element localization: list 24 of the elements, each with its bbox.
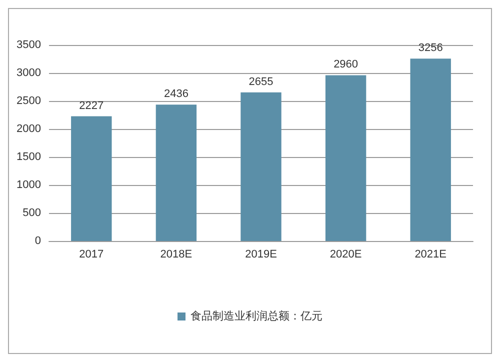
y-tick-label: 1000 xyxy=(16,179,41,191)
bar xyxy=(71,116,112,241)
data-label: 2436 xyxy=(164,88,188,100)
x-tick-label: 2020E xyxy=(330,248,362,260)
data-label: 2655 xyxy=(248,76,274,88)
x-tick-label: 2021E xyxy=(414,248,447,260)
y-tick-label: 0 xyxy=(34,235,41,247)
x-tick-label: 2019E xyxy=(245,248,277,260)
bar xyxy=(240,92,282,241)
y-tick-label: 1500 xyxy=(16,151,41,163)
legend-label: 食品制造业利润总额：亿元 xyxy=(190,310,322,322)
y-tick-label: 2500 xyxy=(16,95,41,107)
y-tick-label: 500 xyxy=(22,207,41,219)
x-tick-label: 2017 xyxy=(79,248,104,260)
y-tick-label: 3000 xyxy=(16,67,41,79)
bar xyxy=(156,104,197,241)
bar xyxy=(410,58,451,241)
y-tick-label: 2000 xyxy=(16,123,41,135)
bar xyxy=(325,75,366,241)
y-tick-label: 3500 xyxy=(16,39,41,51)
data-label: 3256 xyxy=(418,42,443,54)
x-tick-label: 2018E xyxy=(160,248,192,260)
data-label: 2227 xyxy=(79,100,104,112)
data-label: 2960 xyxy=(334,58,358,71)
